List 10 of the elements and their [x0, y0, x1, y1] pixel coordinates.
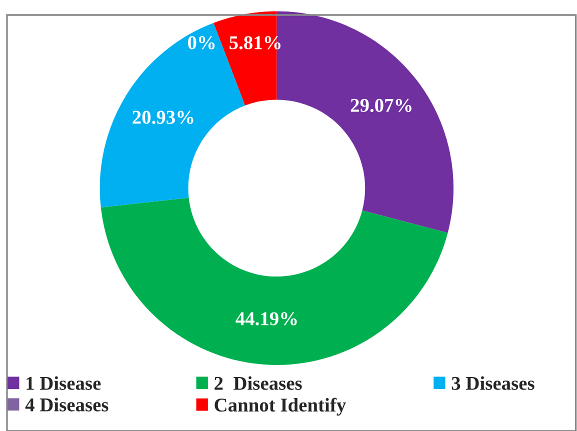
data-label: 29.07% — [350, 98, 412, 112]
legend-label: 4 Diseases — [25, 398, 108, 412]
text: 0% — [188, 36, 215, 50]
legend-label: Cannot Identify — [214, 398, 346, 416]
data-label: 44.19% — [236, 312, 297, 326]
data-label: 20.93% — [132, 110, 194, 124]
legend-label: 2 Diseases — [214, 376, 302, 390]
legend-label: 3 Diseases — [452, 376, 534, 390]
legend-label: 1 Disease — [26, 376, 101, 390]
donut-slice — [100, 198, 448, 365]
